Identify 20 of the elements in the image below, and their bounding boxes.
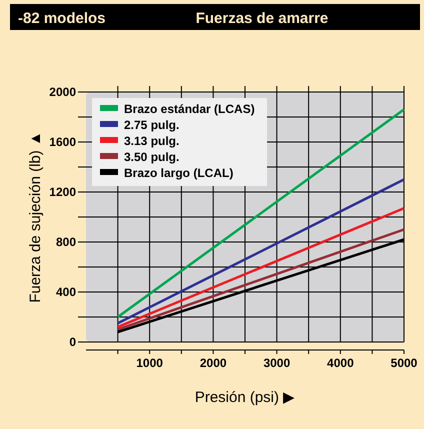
legend-label: 2.75 pulg.: [124, 118, 180, 132]
chart-title: Fuerzas de amarre: [196, 10, 328, 27]
chart-subtitle: -82 modelos: [18, 10, 106, 27]
y-tick-label: 2000: [49, 85, 76, 99]
x-tick-label: 4000: [327, 356, 354, 370]
x-axis-title: Presión (psi) ▶: [194, 389, 296, 406]
x-tick-label: 2000: [200, 356, 227, 370]
legend-label: 3.50 pulg.: [124, 150, 180, 164]
y-tick-label: 1200: [49, 185, 76, 199]
x-tick-label: 1000: [136, 356, 164, 370]
x-tick-label: 5000: [390, 356, 418, 370]
legend-label: Brazo estándar (LCAS): [124, 102, 255, 116]
y-tick-label: 0: [69, 335, 76, 349]
y-axis-title: Fuerza de sujeción (lb) ▲: [27, 131, 44, 303]
x-tick-label: 3000: [263, 356, 290, 370]
legend-label: 3.13 pulg.: [124, 134, 180, 148]
y-tick-label: 400: [56, 285, 76, 299]
y-tick-label: 1600: [49, 135, 76, 149]
legend-label: Brazo largo (LCAL): [124, 166, 234, 180]
y-tick-label: 800: [56, 235, 76, 249]
